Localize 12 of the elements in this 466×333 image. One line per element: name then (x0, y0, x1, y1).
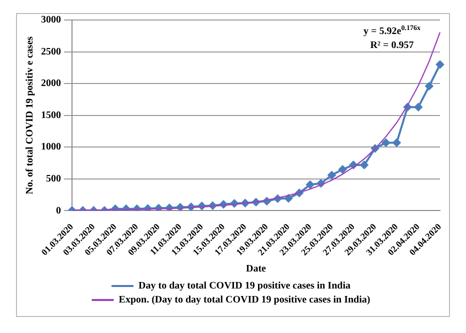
x-axis-title: Date (246, 264, 267, 275)
y-axis-title: No. of total COVID 19 positiv e cases (24, 36, 36, 194)
y-tick-label: 1000 (41, 142, 61, 153)
legend-label: Day to day total COVID 19 positive cases in India (138, 280, 350, 292)
y-tick-label: 2500 (41, 46, 61, 58)
y-tick-label: 3000 (41, 14, 61, 26)
y-tick-label: 0 (56, 205, 61, 216)
legend-label: Expon. (Day to day total COVID 19 positive cases in India) (118, 294, 370, 306)
y-tick-label: 2000 (41, 78, 61, 90)
annotation: R² = 0.957 (370, 40, 414, 51)
y-tick-label: 500 (46, 174, 61, 185)
y-tick-label: 1500 (41, 110, 61, 121)
